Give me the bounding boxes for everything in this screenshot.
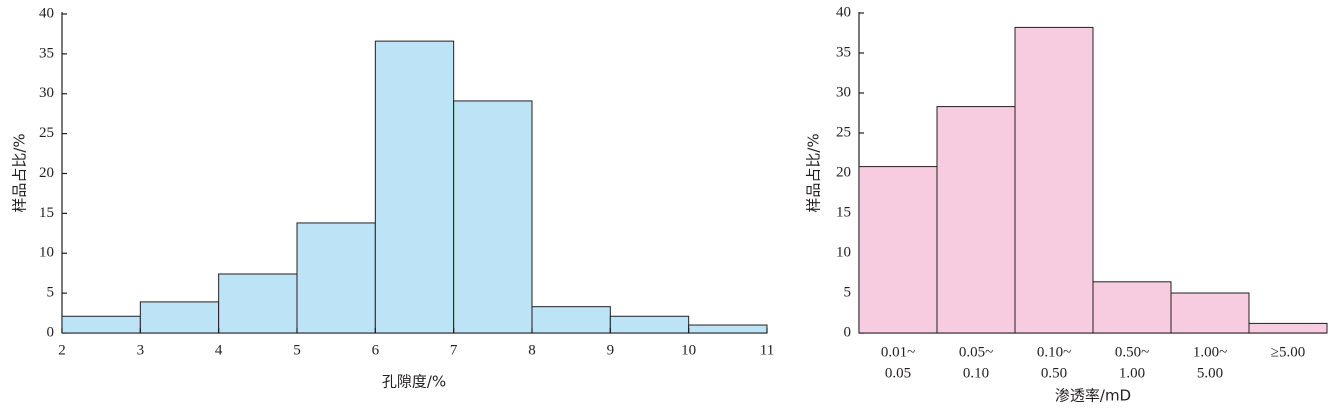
x-tick-label: 1.00 xyxy=(1119,365,1145,381)
y-tick-label: 35 xyxy=(39,45,54,61)
bar xyxy=(139,301,220,334)
y-tick-label: 30 xyxy=(39,85,54,101)
x-tick-label: 0.05~ xyxy=(959,344,993,360)
bar xyxy=(936,106,1016,334)
x-tick-label: 5 xyxy=(293,342,301,358)
y-tick-label: 40 xyxy=(39,5,54,21)
y-tick-label: 25 xyxy=(836,124,851,140)
bar xyxy=(218,273,298,334)
bar xyxy=(61,315,141,334)
bar xyxy=(1014,26,1094,334)
y-tick-label: 15 xyxy=(836,204,851,220)
x-tick-label: 0.10~ xyxy=(1037,344,1071,360)
x-tick-label: 0.50 xyxy=(1041,365,1067,381)
x-tick-label: 8 xyxy=(528,342,536,358)
x-tick-label: 4 xyxy=(215,342,223,358)
x-axis-label: 孔隙度/% xyxy=(382,373,446,391)
bar xyxy=(858,166,938,334)
y-axis-label: 样品占比/% xyxy=(805,133,823,212)
y-tick-label: 5 xyxy=(844,284,852,300)
x-tick-label: ≥5.00 xyxy=(1271,344,1305,360)
x-tick-label: 1.00~ xyxy=(1193,344,1227,360)
bar xyxy=(1170,292,1250,334)
y-tick-label: 15 xyxy=(39,205,54,221)
x-tick-label: 0.50~ xyxy=(1115,344,1149,360)
y-tick-label: 25 xyxy=(39,125,54,141)
x-tick-label: 10 xyxy=(681,342,696,358)
bar xyxy=(1248,322,1328,334)
y-tick-label: 30 xyxy=(836,84,851,100)
x-tick-label: 5.00 xyxy=(1197,365,1223,381)
bar xyxy=(531,306,611,334)
bar xyxy=(453,100,533,334)
y-tick-label: 20 xyxy=(39,165,54,181)
bar xyxy=(296,222,376,334)
x-tick-label: 6 xyxy=(372,342,380,358)
bar xyxy=(374,40,455,334)
bar xyxy=(1092,281,1172,334)
y-tick-label: 0 xyxy=(47,324,55,340)
x-axis-label: 渗透率/mD xyxy=(1055,387,1131,405)
x-tick-label: 9 xyxy=(607,342,615,358)
y-tick-label: 35 xyxy=(836,44,851,60)
x-tick-label: 0.10 xyxy=(963,365,989,381)
y-tick-label: 40 xyxy=(836,4,851,20)
y-axis-label: 样品占比/% xyxy=(11,133,29,212)
x-tick-label: 0.05 xyxy=(885,365,911,381)
y-tick-label: 20 xyxy=(836,164,851,180)
y-tick-label: 10 xyxy=(836,244,851,260)
x-tick-label: 0.01~ xyxy=(881,344,915,360)
bar xyxy=(609,315,690,334)
x-tick-label: 7 xyxy=(450,342,458,358)
y-tick-label: 10 xyxy=(39,245,54,261)
y-tick-label: 5 xyxy=(47,285,55,301)
x-tick-label: 11 xyxy=(760,342,774,358)
x-tick-label: 3 xyxy=(137,342,145,358)
x-tick-label: 2 xyxy=(58,342,66,358)
y-tick-label: 0 xyxy=(844,324,852,340)
bar xyxy=(688,324,768,334)
